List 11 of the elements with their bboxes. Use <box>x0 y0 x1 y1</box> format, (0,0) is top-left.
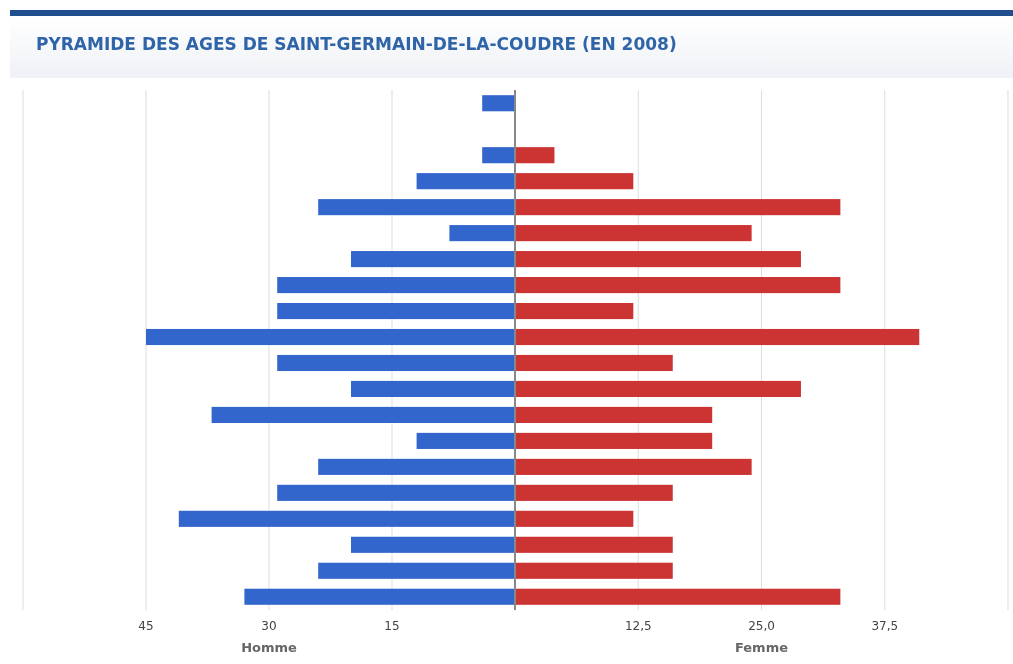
x-tick-label: 25,0 <box>748 619 775 633</box>
x-tick-label: 30 <box>261 619 277 633</box>
x-tick-label: 12,5 <box>624 619 652 633</box>
x-tick-label: 15 <box>384 619 400 633</box>
chart-title: PYRAMIDE DES AGES DE SAINT-GERMAIN-DE-LA-COUDRE (EN 2008) <box>36 34 677 54</box>
x-tick-label: 37,5 <box>871 619 899 633</box>
x-axis-title: Homme <box>241 640 298 655</box>
x-tick-label: 45 <box>138 619 154 633</box>
bar <box>449 225 515 242</box>
x-axis-title: Femme <box>734 640 789 655</box>
bar <box>482 95 515 112</box>
